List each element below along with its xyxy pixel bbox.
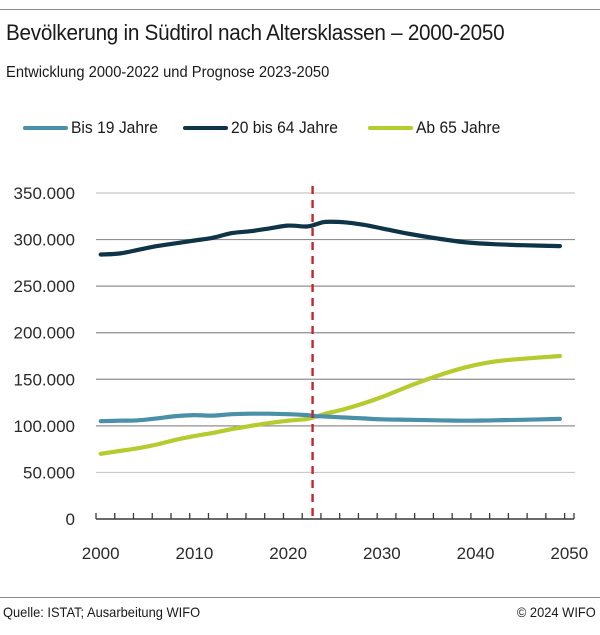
y-tick-label: 100.000	[14, 417, 75, 436]
y-tick-label: 50.000	[23, 463, 75, 482]
y-tick-label: 300.000	[14, 231, 75, 250]
legend-label: Ab 65 Jahre	[416, 118, 501, 137]
gridlines	[96, 192, 575, 474]
legend-item-20-64: 20 bis 64 Jahre	[183, 116, 347, 140]
x-tick-label: 2030	[363, 544, 401, 563]
x-axis	[95, 513, 575, 520]
chart-title: Bevölkerung in Südtirol nach Altersklass…	[6, 20, 505, 45]
series-lines	[98, 219, 562, 456]
legend-label: 20 bis 64 Jahre	[231, 118, 338, 137]
x-tick-label: 2050	[550, 544, 588, 563]
series-line-ab-65-jahre	[98, 353, 562, 456]
series-line-bis-19-jahre	[98, 411, 562, 424]
legend-swatch-ab-65	[368, 126, 413, 130]
y-axis-labels: 0 50.000 100.000 150.000 200.000 250.000 300.0…	[14, 184, 75, 529]
y-tick-label: 250.000	[14, 277, 75, 296]
y-tick-label: 200.000	[14, 324, 75, 343]
footer-rule	[0, 597, 600, 598]
series-line-20-bis-64-jahre	[98, 219, 562, 257]
source-note: Quelle: ISTAT; Ausarbeitung WIFO	[3, 604, 201, 620]
legend-label: Bis 19 Jahre	[71, 118, 158, 137]
x-tick-label: 2040	[457, 544, 495, 563]
legend-item-ab-65: Ab 65 Jahre	[368, 116, 508, 140]
x-axis-labels: 2000 2010 2020 2030 2040 2050	[82, 544, 588, 563]
y-tick-label: 0	[66, 510, 75, 529]
y-tick-label: 350.000	[14, 184, 75, 203]
x-tick-label: 2010	[175, 544, 213, 563]
chart-subtitle: Entwicklung 2000-2022 und Prognose 2023-…	[6, 64, 330, 81]
legend-item-bis-19: Bis 19 Jahre	[23, 116, 166, 140]
legend: Bis 19 Jahre 20 bis 64 Jahre Ab 65 Jahre	[0, 116, 600, 140]
y-tick-label: 150.000	[14, 370, 75, 389]
copyright-note: © 2024 WIFO	[517, 604, 596, 620]
legend-swatch-20-64	[183, 126, 228, 130]
x-tick-label: 2000	[82, 544, 120, 563]
top-rule	[0, 9, 600, 10]
x-tick-label: 2020	[269, 544, 307, 563]
legend-swatch-bis-19	[23, 126, 68, 130]
